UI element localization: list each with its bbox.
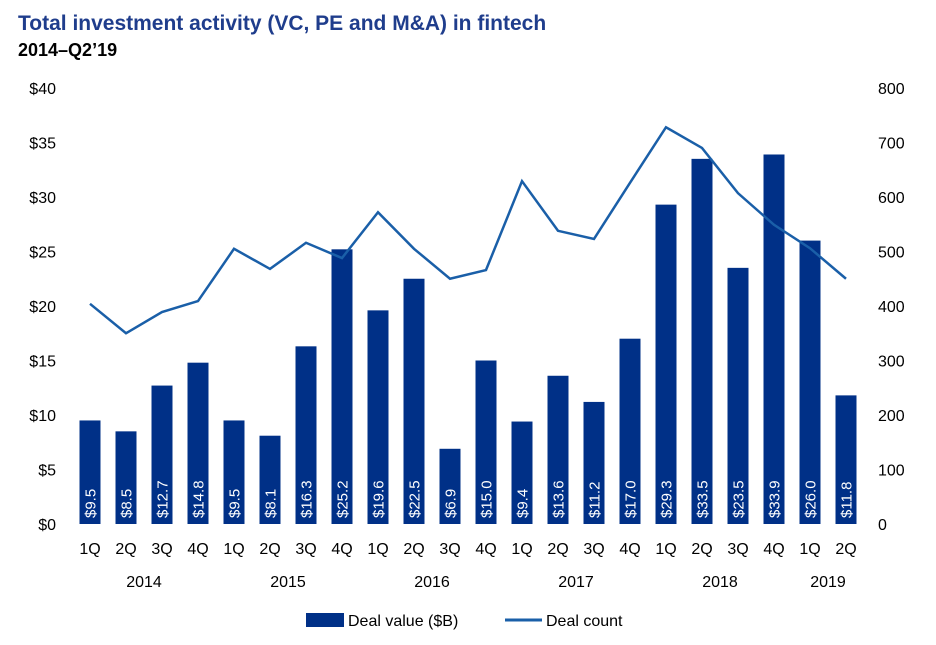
bar-data-label: $12.7 (155, 480, 172, 518)
left-tick-label: $15 (29, 354, 56, 371)
right-tick-label: 200 (878, 408, 905, 425)
bar (115, 431, 137, 524)
x-tick-label: 3Q (439, 541, 460, 558)
bar (547, 375, 569, 524)
bar-data-label: $33.9 (767, 480, 784, 518)
x-tick-label: 4Q (475, 541, 496, 558)
bar (583, 401, 605, 524)
right-tick-label: 800 (878, 81, 905, 98)
left-tick-label: $0 (38, 517, 56, 534)
x-tick-label: 2Q (259, 541, 280, 558)
bar (619, 338, 641, 524)
left-tick-label: $40 (29, 81, 56, 98)
right-tick-label: 700 (878, 136, 905, 153)
chart-subtitle: 2014–Q2’19 (18, 40, 118, 60)
bar (403, 278, 425, 524)
x-tick-label: 3Q (295, 541, 316, 558)
bar-data-label: $6.9 (443, 489, 460, 518)
chart-title: Total investment activity (VC, PE and M&… (18, 12, 547, 35)
bar (511, 421, 533, 524)
right-tick-label: 300 (878, 354, 905, 371)
x-tick-label: 2Q (691, 541, 712, 558)
bar (835, 395, 857, 524)
bar (331, 249, 353, 524)
bar (475, 360, 497, 524)
legend-label: Deal value ($B) (348, 613, 458, 630)
bar (655, 204, 677, 524)
bar (439, 448, 461, 524)
year-label: 2019 (810, 574, 846, 591)
x-tick-label: 4Q (331, 541, 352, 558)
bar-data-label: $9.5 (83, 489, 100, 518)
bar-data-label: $29.3 (659, 480, 676, 518)
right-tick-label: 600 (878, 190, 905, 207)
x-tick-label: 3Q (151, 541, 172, 558)
x-tick-label: 4Q (187, 541, 208, 558)
bar-data-label: $25.2 (335, 480, 352, 518)
bar (151, 385, 173, 524)
left-tick-label: $20 (29, 299, 56, 316)
x-tick-label: 3Q (583, 541, 604, 558)
x-tick-label: 2Q (115, 541, 136, 558)
bar-data-label: $8.1 (263, 489, 280, 518)
right-tick-label: 400 (878, 299, 905, 316)
x-tick-label: 1Q (799, 541, 820, 558)
bar (187, 362, 209, 524)
right-tick-label: 0 (878, 517, 887, 534)
x-tick-label: 2Q (547, 541, 568, 558)
left-tick-label: $5 (38, 463, 56, 480)
bar (79, 420, 101, 524)
bar (763, 154, 785, 525)
year-label: 2018 (702, 574, 738, 591)
left-tick-label: $25 (29, 245, 56, 262)
x-tick-label: 4Q (763, 541, 784, 558)
legend-label: Deal count (546, 613, 623, 630)
bar-data-label: $15.0 (479, 480, 496, 518)
bar (799, 240, 821, 524)
x-tick-label: 1Q (655, 541, 676, 558)
year-label: 2014 (126, 574, 162, 591)
right-tick-label: 100 (878, 463, 905, 480)
legend-bar-swatch (306, 613, 344, 627)
bar-data-label: $16.3 (299, 480, 316, 518)
bar-data-label: $14.8 (191, 480, 208, 518)
right-tick-label: 500 (878, 245, 905, 262)
bar-data-label: $9.4 (515, 489, 532, 518)
bar (259, 435, 281, 524)
bar-data-label: $19.6 (371, 480, 388, 518)
x-tick-label: 4Q (619, 541, 640, 558)
x-tick-label: 1Q (511, 541, 532, 558)
bar-data-label: $23.5 (731, 480, 748, 518)
x-tick-label: 1Q (79, 541, 100, 558)
bar-data-label: $26.0 (803, 480, 820, 518)
bar-data-label: $13.6 (551, 480, 568, 518)
x-tick-label: 3Q (727, 541, 748, 558)
bar-data-label: $33.5 (695, 480, 712, 518)
x-tick-label: 2Q (403, 541, 424, 558)
bar-data-label: $9.5 (227, 489, 244, 518)
bar (295, 346, 317, 524)
x-tick-label: 2Q (835, 541, 856, 558)
bar (367, 310, 389, 524)
left-tick-label: $10 (29, 408, 56, 425)
year-label: 2015 (270, 574, 306, 591)
left-tick-label: $35 (29, 136, 56, 153)
left-tick-label: $30 (29, 190, 56, 207)
year-label: 2016 (414, 574, 450, 591)
bar-data-label: $11.8 (839, 482, 856, 518)
bar-data-label: $8.5 (119, 489, 136, 518)
bar-data-label: $22.5 (407, 480, 424, 518)
deal-count-line (89, 125, 847, 335)
x-tick-label: 1Q (367, 541, 388, 558)
year-label: 2017 (558, 574, 594, 591)
bar (223, 420, 245, 524)
bar-data-label: $11.2 (587, 482, 604, 518)
bar (691, 158, 713, 524)
bar (727, 267, 749, 524)
x-tick-label: 1Q (223, 541, 244, 558)
bar-data-label: $17.0 (623, 480, 640, 518)
